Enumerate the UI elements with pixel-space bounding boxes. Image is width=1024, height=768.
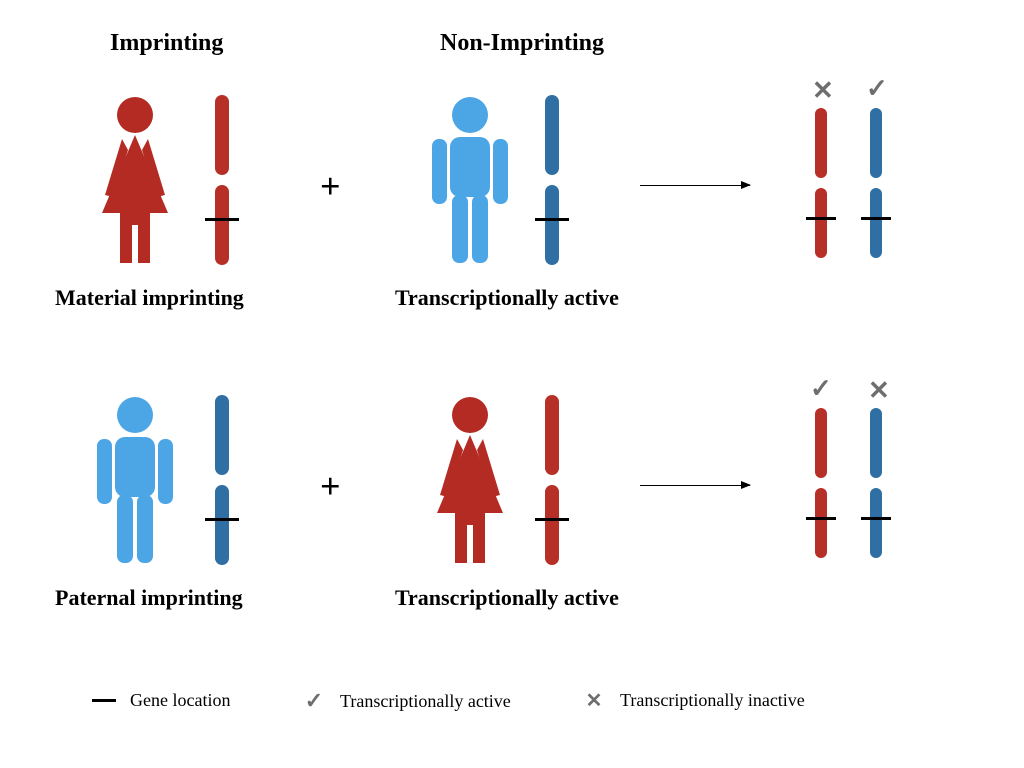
check-mark-row1: ✓ <box>866 76 888 102</box>
legend-gene-location: Gene location <box>90 690 230 711</box>
chromosome-maternal-row2 <box>545 395 559 565</box>
gene-tick-row1-right <box>535 218 569 221</box>
chromosome-paternal-row2 <box>215 395 229 565</box>
dash-icon <box>92 699 116 702</box>
check-icon: ✓ <box>300 690 328 712</box>
gene-tick-result-row1-left <box>806 217 836 220</box>
chromosome-paternal-row1 <box>545 95 559 265</box>
gene-tick-row2-left <box>205 518 239 521</box>
arrow-row2 <box>640 485 750 486</box>
female-icon-row2 <box>415 395 525 565</box>
male-icon-row2 <box>85 395 185 565</box>
caption-transcriptionally-active-row2: Transcriptionally active <box>395 585 619 611</box>
result-chrom-blue-row1 <box>870 108 882 258</box>
result-chrom-red-row1 <box>815 108 827 258</box>
legend-inactive-text: Transcriptionally inactive <box>620 690 805 711</box>
gene-tick-result-row2-right <box>861 517 891 520</box>
legend-active: ✓ Transcriptionally active <box>300 690 511 712</box>
cross-mark-row1: ✕ <box>812 78 834 104</box>
result-chrom-blue-row2 <box>870 408 882 558</box>
gene-tick-result-row2-left <box>806 517 836 520</box>
plus-row1: + <box>320 168 341 204</box>
cross-mark-row2: ✕ <box>868 378 890 404</box>
chromosome-maternal-row1 <box>215 95 229 265</box>
legend-active-text: Transcriptionally active <box>340 691 511 712</box>
gene-tick-row2-right <box>535 518 569 521</box>
check-mark-row2: ✓ <box>810 376 832 402</box>
gene-tick-row1-left <box>205 218 239 221</box>
header-nonimprinting: Non-Imprinting <box>440 30 604 57</box>
female-icon <box>80 95 190 265</box>
plus-row2: + <box>320 468 341 504</box>
cross-icon: ✕ <box>580 691 608 711</box>
male-icon <box>420 95 520 265</box>
result-chrom-red-row2 <box>815 408 827 558</box>
caption-paternal-imprinting: Paternal imprinting <box>55 585 243 611</box>
caption-maternal-imprinting: Material imprinting <box>55 285 244 311</box>
gene-tick-result-row1-right <box>861 217 891 220</box>
arrow-row1 <box>640 185 750 186</box>
caption-transcriptionally-active-row1: Transcriptionally active <box>395 285 619 311</box>
header-imprinting: Imprinting <box>110 30 223 57</box>
legend-inactive: ✕ Transcriptionally inactive <box>580 690 805 711</box>
legend-gene-location-text: Gene location <box>130 690 230 711</box>
